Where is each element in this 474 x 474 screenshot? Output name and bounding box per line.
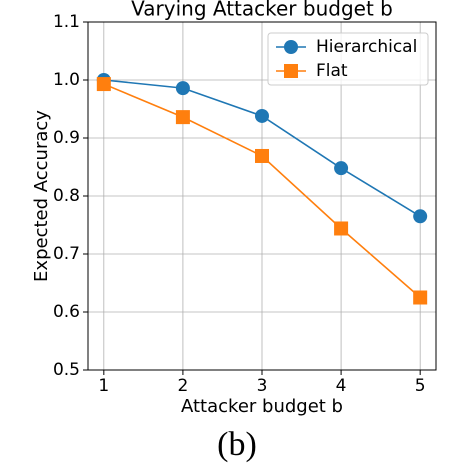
y-axis-label: Expected Accuracy: [31, 110, 52, 282]
plot-frame: [87, 21, 437, 371]
chart-title: Varying Attacker budget b: [131, 0, 393, 21]
y-tick-label: 1.0: [53, 70, 80, 90]
x-tick-label: 3: [257, 376, 268, 396]
marker: [255, 108, 269, 123]
caption: (b): [217, 426, 257, 463]
y-tick-label: 0.9: [53, 128, 80, 148]
y-tick-label: 0.5: [53, 360, 80, 380]
y-tick-label: 0.8: [53, 186, 80, 206]
y-tick-label: 0.7: [53, 244, 80, 264]
y-tick-label: 0.6: [53, 302, 80, 322]
marker: [334, 221, 349, 236]
legend-label: Flat: [316, 61, 348, 81]
legend-box: [267, 32, 429, 86]
marker: [284, 64, 298, 78]
marker: [413, 290, 428, 305]
marker: [255, 148, 269, 163]
marker: [284, 40, 298, 54]
x-tick-label: 2: [177, 376, 188, 396]
marker: [413, 209, 428, 224]
x-tick-label: 1: [98, 376, 109, 396]
marker: [175, 110, 190, 125]
y-tick-label: 1.1: [53, 12, 80, 32]
legend-label: Hierarchical: [316, 37, 417, 57]
marker: [96, 77, 111, 92]
marker: [175, 81, 190, 96]
x-tick-label: 5: [415, 376, 426, 396]
x-axis-label: Attacker budget b: [181, 396, 343, 417]
x-tick-label: 4: [336, 376, 347, 396]
marker: [334, 161, 349, 176]
